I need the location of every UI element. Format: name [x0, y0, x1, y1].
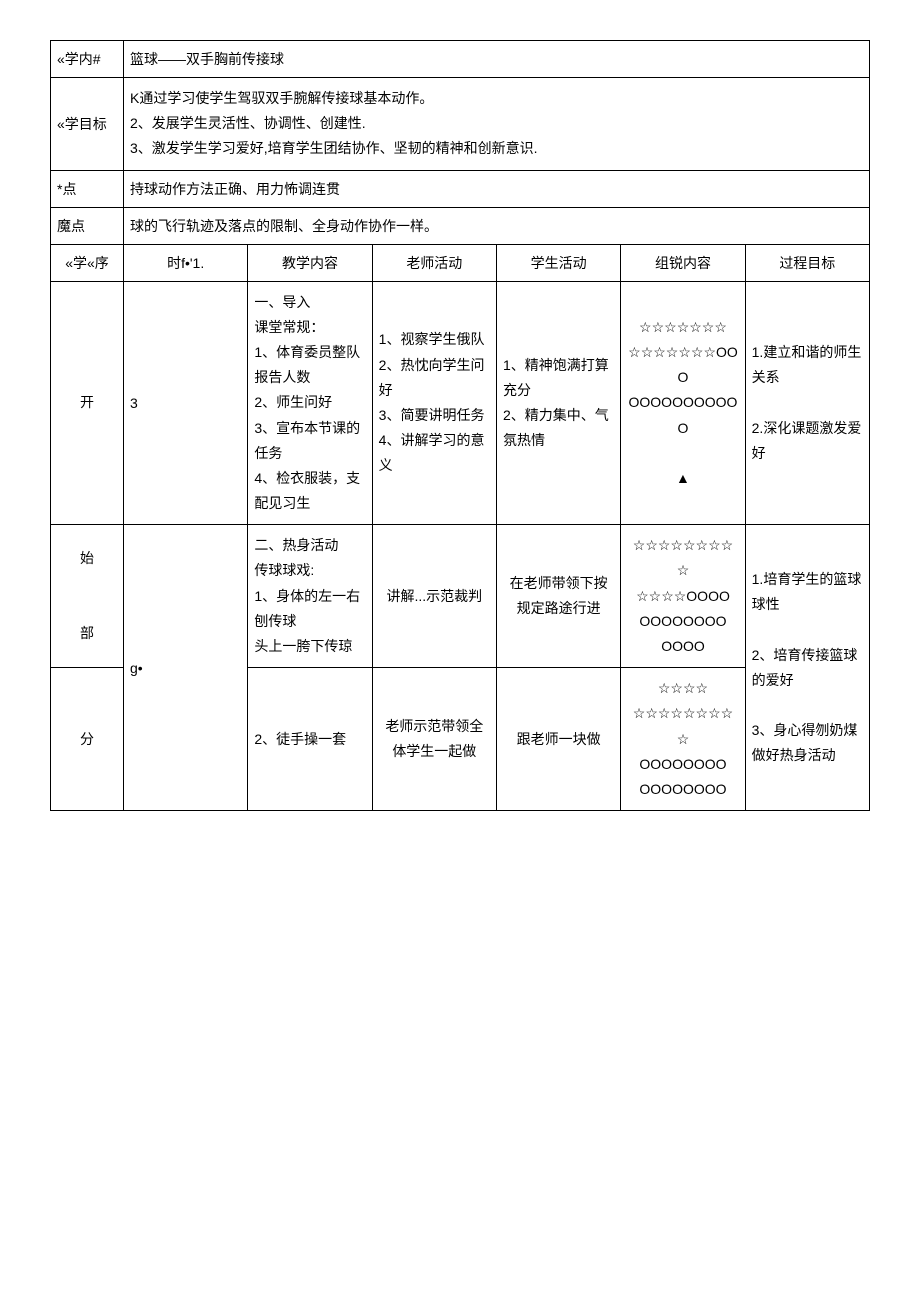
lesson-plan-page: «学内# 篮球——双手胸前传接球 «学目标 K通过学习使学生驾驭双手腕解传接球基… [50, 40, 870, 811]
col-seq-header: «学«序 [51, 244, 124, 281]
subject-label: «学内# [51, 41, 124, 78]
col-goal-header: 过程目标 [745, 244, 869, 281]
col-content-header: 教学内容 [248, 244, 372, 281]
keypoint-label: *点 [51, 170, 124, 207]
col-formation-header: 组锐内容 [621, 244, 745, 281]
goal-label: «学目标 [51, 78, 124, 171]
formation-cell: ☆☆☆☆☆☆☆ ☆☆☆☆☆☆☆OOO OOOOOOOOOO O ▲ [621, 281, 745, 525]
col-student-header: 学生活动 [496, 244, 620, 281]
teacher-cell: 讲解...示范裁判 [372, 525, 496, 668]
difficulty-label: 魔点 [51, 207, 124, 244]
col-teacher-header: 老师活动 [372, 244, 496, 281]
seq-cell: 分 [51, 668, 124, 811]
seq-cell: 始 部 [51, 525, 124, 668]
subject-value: 篮球——双手胸前传接球 [124, 41, 870, 78]
content-cell: 2、徒手操一套 [248, 668, 372, 811]
student-cell: 1、精神饱满打算充分 2、精力集中、气氛热情 [496, 281, 620, 525]
keypoint-value: 持球动作方法正确、用力怖调连贯 [124, 170, 870, 207]
goal-cell: 1.培育学生的篮球球性 2、培育传接篮球的爱好 3、身心得刎奶煤做好热身活动 [745, 525, 869, 811]
table-row: 始 部 g• 二、热身活动 传球球戏: 1、身体的左一右刨传球 头上一胯下传琼 … [51, 525, 870, 668]
lesson-plan-table: «学内# 篮球——双手胸前传接球 «学目标 K通过学习使学生驾驭双手腕解传接球基… [50, 40, 870, 811]
goal-text-2: 3、身心得刎奶煤做好热身活动 [752, 722, 858, 763]
teacher-cell: 1、视察学生俄队 2、热忱向学生问好 3、简要讲明任务 4、讲解学习的意义 [372, 281, 496, 525]
difficulty-value: 球的飞行轨迹及落点的限制、全身动作协作一样。 [124, 207, 870, 244]
student-cell: 跟老师一块做 [496, 668, 620, 811]
seq-cell: 开 [51, 281, 124, 525]
goal-text-1: 1.培育学生的篮球球性 2、培育传接篮球的爱好 [752, 571, 862, 688]
content-cell: 二、热身活动 传球球戏: 1、身体的左一右刨传球 头上一胯下传琼 [248, 525, 372, 668]
column-header-row: «学«序 时f•'1. 教学内容 老师活动 学生活动 组锐内容 过程目标 [51, 244, 870, 281]
difficulty-row: 魔点 球的飞行轨迹及落点的限制、全身动作协作一样。 [51, 207, 870, 244]
content-cell: 一、导入 课堂常规： 1、体育委员整队报告人数 2、师生问好 3、宣布本节课的任… [248, 281, 372, 525]
goal-row: «学目标 K通过学习使学生驾驭双手腕解传接球基本动作。 2、发展学生灵活性、协调… [51, 78, 870, 171]
time-cell: g• [124, 525, 248, 811]
student-cell: 在老师带领下按规定路途行进 [496, 525, 620, 668]
teacher-cell: 老师示范带领全体学生一起做 [372, 668, 496, 811]
col-time-header: 时f•'1. [124, 244, 248, 281]
goal-cell: 1.建立和谐的师生关系 2.深化课题激发爱好 [745, 281, 869, 525]
goal-value: K通过学习使学生驾驭双手腕解传接球基本动作。 2、发展学生灵活性、协调性、创建性… [124, 78, 870, 171]
formation-cell: ☆☆☆☆☆☆☆☆☆ ☆☆☆☆OOOO OOOOOOOO OOOO [621, 525, 745, 668]
keypoint-row: *点 持球动作方法正确、用力怖调连贯 [51, 170, 870, 207]
subject-row: «学内# 篮球——双手胸前传接球 [51, 41, 870, 78]
time-cell: 3 [124, 281, 248, 525]
formation-cell: ☆☆☆☆ ☆☆☆☆☆☆☆☆☆ OOOOOOOO OOOOOOOO [621, 668, 745, 811]
table-row: 开 3 一、导入 课堂常规： 1、体育委员整队报告人数 2、师生问好 3、宣布本… [51, 281, 870, 525]
